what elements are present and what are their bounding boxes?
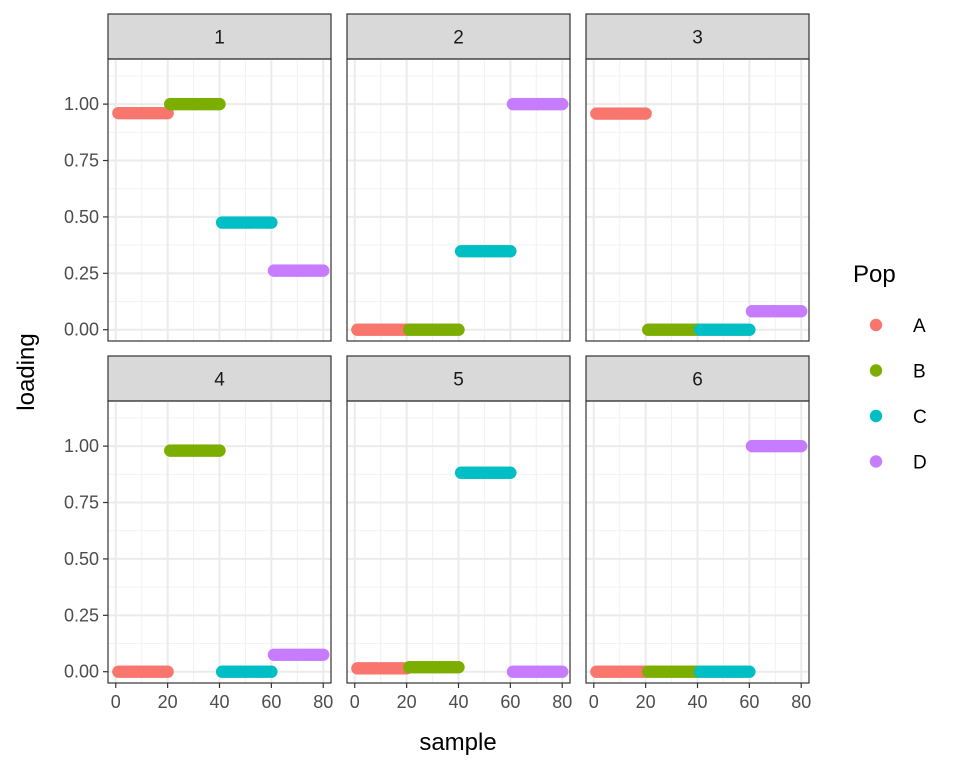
x-tick-label: 60 bbox=[739, 692, 759, 712]
panel-border bbox=[585, 58, 810, 342]
x-tick-label: 40 bbox=[687, 692, 707, 712]
facet-strip-label: 2 bbox=[453, 28, 464, 49]
data-point-B bbox=[452, 661, 465, 674]
facets-layer: 1 2 3 4 5 6 bbox=[107, 13, 810, 684]
x-tick-label: 0 bbox=[350, 692, 360, 712]
y-tick-label: 0.75 bbox=[64, 493, 99, 513]
data-point-A bbox=[639, 107, 652, 120]
legend-key-B bbox=[869, 364, 883, 377]
facet-strip bbox=[585, 355, 810, 402]
axes-layer: 0.00 0.25 0.50 0.75 1.00 0.00 0.25 0.50 0.75 1.00… bbox=[64, 94, 811, 712]
x-tick-label: 20 bbox=[158, 692, 178, 712]
facet-strip-label: 4 bbox=[214, 370, 225, 391]
facet-panel-4: 4 bbox=[107, 355, 332, 684]
legend-label-C: C bbox=[913, 407, 927, 428]
facet-panel-6: 6 bbox=[585, 355, 810, 684]
panel-border bbox=[346, 58, 571, 342]
x-tick-label: 40 bbox=[448, 692, 468, 712]
legend-label-D: D bbox=[913, 453, 927, 474]
y-tick-label: 1.00 bbox=[64, 94, 99, 114]
y-tick-label: 0.75 bbox=[64, 151, 99, 171]
x-tick-label: 60 bbox=[500, 692, 520, 712]
x-tick-label: 0 bbox=[111, 692, 121, 712]
facet-panel-2: 2 bbox=[346, 13, 571, 342]
y-tick-label: 0.00 bbox=[64, 320, 99, 340]
legend-key-C bbox=[869, 409, 883, 423]
y-axis-title: loading bbox=[13, 333, 40, 410]
x-tick-label: 80 bbox=[313, 692, 333, 712]
data-point-C bbox=[265, 665, 278, 678]
x-tick-label: 60 bbox=[261, 692, 281, 712]
legend-label-A: A bbox=[913, 316, 926, 337]
x-tick-label: 0 bbox=[589, 692, 599, 712]
x-tick-label: 20 bbox=[636, 692, 656, 712]
data-point-D bbox=[795, 439, 808, 453]
facet-strip-label: 5 bbox=[453, 370, 464, 391]
y-tick-label: 0.50 bbox=[64, 549, 99, 569]
data-point-B bbox=[213, 444, 226, 457]
y-tick-label: 0.00 bbox=[64, 662, 99, 682]
data-point-D bbox=[317, 264, 330, 277]
facet-strip bbox=[585, 13, 810, 60]
y-tick-label: 0.25 bbox=[64, 605, 99, 625]
x-axis-title: sample bbox=[419, 729, 496, 756]
data-point-C bbox=[504, 245, 517, 258]
data-point-C bbox=[265, 216, 278, 229]
legend-key-A bbox=[869, 318, 883, 332]
y-tick-label: 0.50 bbox=[64, 207, 99, 227]
facet-strip bbox=[346, 355, 571, 402]
data-point-D bbox=[556, 97, 569, 111]
x-tick-label: 40 bbox=[209, 692, 229, 712]
facet-strip bbox=[107, 13, 332, 60]
x-tick-label: 20 bbox=[397, 692, 417, 712]
data-point-A bbox=[161, 665, 174, 678]
facet-panel-5: 5 bbox=[346, 355, 571, 684]
data-point-B bbox=[452, 323, 465, 336]
legend-title: Pop bbox=[853, 261, 896, 288]
panel-border bbox=[107, 58, 332, 342]
facet-panel-3: 3 bbox=[585, 13, 810, 342]
legend: Pop A B C D bbox=[853, 261, 927, 474]
data-point-C bbox=[743, 323, 756, 336]
data-point-D bbox=[317, 648, 330, 661]
facet-strip-label: 1 bbox=[214, 28, 225, 49]
facet-strip bbox=[346, 13, 571, 60]
legend-label-B: B bbox=[913, 362, 926, 383]
data-point-D bbox=[556, 665, 569, 678]
x-tick-label: 80 bbox=[552, 692, 572, 712]
legend-key-D bbox=[869, 455, 883, 468]
data-point-C bbox=[504, 466, 517, 479]
data-point-C bbox=[743, 665, 756, 678]
y-tick-label: 1.00 bbox=[64, 436, 99, 456]
facet-strip-label: 6 bbox=[692, 370, 703, 391]
y-tick-label: 0.25 bbox=[64, 263, 99, 283]
facet-strip bbox=[107, 355, 332, 402]
facet-panel-1: 1 bbox=[107, 13, 332, 342]
x-tick-label: 80 bbox=[791, 692, 811, 712]
facet-strip-label: 3 bbox=[692, 28, 703, 49]
data-point-B bbox=[213, 97, 226, 111]
data-point-D bbox=[795, 305, 808, 318]
